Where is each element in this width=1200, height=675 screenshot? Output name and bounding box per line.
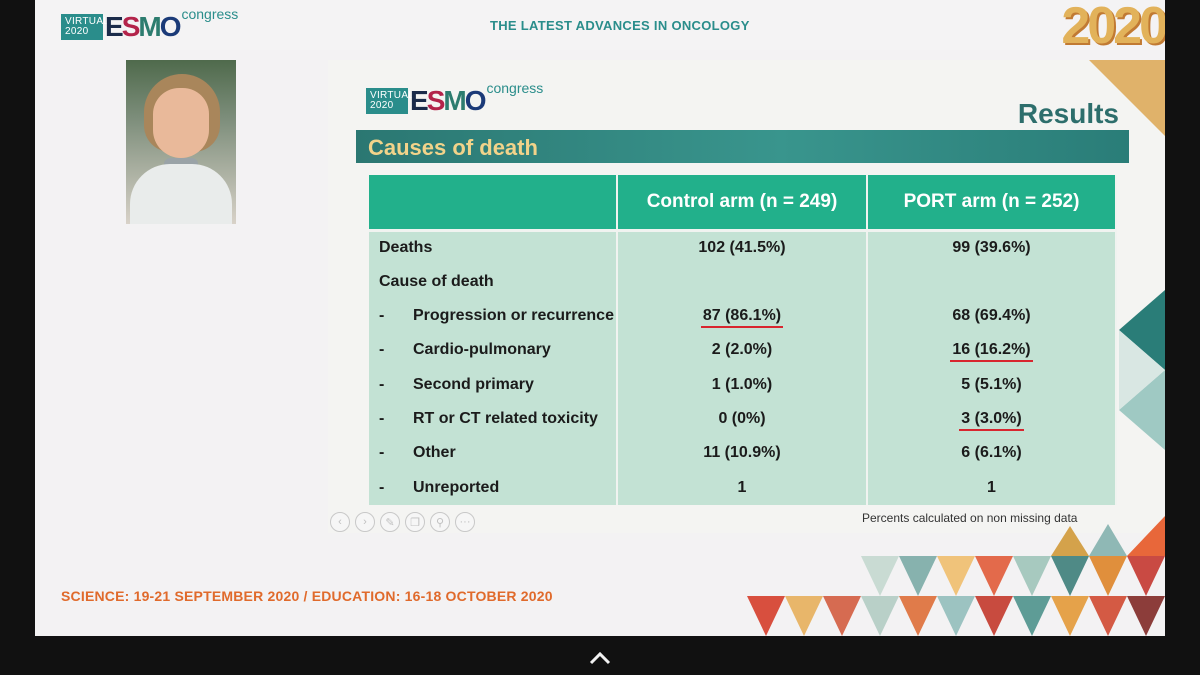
- row-dash: -: [379, 478, 385, 496]
- row-dash: -: [379, 306, 385, 324]
- more-icon[interactable]: ···: [455, 512, 475, 532]
- conference-stage: VIRTUAL 2020 ESMO congress THE LATEST AD…: [35, 0, 1165, 636]
- triangle-pattern-decoration: [747, 516, 1165, 636]
- next-icon[interactable]: ›: [355, 512, 375, 532]
- row-label-text: Progression or recurrence: [413, 306, 614, 324]
- port-cell: 99 (39.6%): [867, 230, 1117, 265]
- speaker-video: [126, 60, 236, 224]
- port-cell: 6 (6.1%): [867, 436, 1117, 471]
- conference-dates: SCIENCE: 19-21 SEPTEMBER 2020 / EDUCATIO…: [61, 588, 553, 604]
- chevron-up-icon[interactable]: [588, 650, 612, 666]
- causes-of-death-table: Control arm (n = 249) PORT arm (n = 252)…: [369, 175, 1117, 505]
- table-row: - RT or CT related toxicity 0 (0%) 3 (3.0…: [369, 401, 1117, 437]
- row-label: - Other: [369, 436, 618, 471]
- logo-brand: ESMO: [105, 11, 181, 42]
- table-header-row: Control arm (n = 249) PORT arm (n = 252): [369, 175, 1117, 232]
- port-cell: [867, 264, 1117, 299]
- slide-logo-brand: ESMO: [410, 85, 486, 116]
- table-row: - Second primary 1 (1.0%) 5 (5.1%): [369, 367, 1117, 402]
- speaker-coat: [130, 164, 232, 224]
- row-dash: -: [379, 444, 385, 462]
- year-badge: 2020: [1061, 0, 1165, 55]
- logo-congress-text: congress: [181, 6, 239, 22]
- slide-section-title: Results: [1017, 98, 1119, 129]
- table-row: - Progression or recurrence 87 (86.1%) 68…: [369, 298, 1117, 334]
- control-cell: 11 (10.9%): [617, 436, 868, 471]
- pen-icon[interactable]: ✎: [380, 512, 400, 532]
- right-edge-decoration: [1119, 290, 1165, 450]
- slide-esmo-logo: VIRTUAL 2020 ESMO congress: [366, 80, 543, 116]
- table-header-port: PORT arm (n = 252): [867, 175, 1117, 232]
- header-tagline: THE LATEST ADVANCES IN ONCOLOGY: [490, 18, 750, 33]
- esmo-logo: VIRTUAL 2020 ESMO congress: [61, 6, 238, 42]
- control-cell: 102 (41.5%): [617, 230, 868, 265]
- copy-icon[interactable]: ❐: [405, 512, 425, 532]
- slide-logo-virtual-text: VIRTUAL: [370, 90, 415, 101]
- logo-virtual-box: VIRTUAL 2020: [61, 14, 110, 40]
- row-dash: -: [379, 410, 385, 428]
- slide-toolbar: ‹ › ✎ ❐ ⚲ ···: [330, 512, 475, 532]
- corner-decoration: [1089, 60, 1165, 136]
- slide-footnote: Percents calculated on non missing data: [862, 511, 1078, 525]
- row-label-text: Other: [413, 444, 456, 462]
- slide-title: Causes of death: [368, 135, 538, 160]
- row-label-text: Cause of death: [379, 272, 494, 290]
- port-cell: 3 (3.0%): [867, 401, 1117, 437]
- underlined-value: 3 (3.0%): [959, 410, 1024, 432]
- row-label: - Progression or recurrence: [369, 298, 618, 334]
- prev-icon[interactable]: ‹: [330, 512, 350, 532]
- table-row: - Other 11 (10.9%) 6 (6.1%): [369, 436, 1117, 471]
- control-cell: 0 (0%): [617, 401, 868, 437]
- table-row: - Cardio-pulmonary 2 (2.0%) 16 (16.2%): [369, 333, 1117, 368]
- table-row: Deaths 102 (41.5%) 99 (39.6%): [369, 230, 1117, 265]
- table-row: Cause of death: [369, 264, 1117, 299]
- control-cell: 1: [617, 470, 868, 505]
- port-cell: 16 (16.2%): [867, 333, 1117, 368]
- row-label: - Second primary: [369, 367, 618, 402]
- slide-logo-congress-text: congress: [486, 80, 544, 96]
- row-label-text: RT or CT related toxicity: [413, 410, 598, 428]
- port-cell: 68 (69.4%): [867, 298, 1117, 334]
- slide-title-banner: Causes of death: [356, 130, 1129, 163]
- row-label-text: Deaths: [379, 238, 433, 256]
- row-label: - Unreported: [369, 470, 618, 505]
- port-cell: 5 (5.1%): [867, 367, 1117, 402]
- control-cell: 87 (86.1%): [617, 298, 868, 334]
- control-cell: [617, 264, 868, 299]
- row-label-text: Cardio-pulmonary: [413, 341, 551, 359]
- underlined-value: 16 (16.2%): [950, 341, 1033, 363]
- underlined-value: 87 (86.1%): [700, 306, 784, 328]
- presentation-slide: VIRTUAL 2020 ESMO congress Results Cause…: [328, 60, 1165, 533]
- slide-logo-virtual-box: VIRTUAL 2020: [366, 88, 415, 114]
- row-label-text: Unreported: [413, 478, 500, 496]
- row-label: - Cardio-pulmonary: [369, 333, 618, 368]
- control-cell: 2 (2.0%): [617, 333, 868, 368]
- table-row: - Unreported 1 1: [369, 470, 1117, 505]
- table-header-empty: [369, 175, 618, 232]
- control-cell: 1 (1.0%): [617, 367, 868, 402]
- row-dash: -: [379, 375, 385, 393]
- logo-virtual-text: VIRTUAL: [65, 16, 110, 27]
- row-dash: -: [379, 341, 385, 359]
- port-cell: 1: [867, 470, 1117, 505]
- conference-header: VIRTUAL 2020 ESMO congress THE LATEST AD…: [35, 0, 1165, 55]
- speaker-face: [153, 88, 209, 158]
- row-label: - RT or CT related toxicity: [369, 401, 618, 437]
- table-header-control: Control arm (n = 249): [617, 175, 868, 232]
- logo-year-text: 2020: [65, 26, 89, 37]
- slide-logo-year-text: 2020: [370, 100, 394, 111]
- row-label-text: Second primary: [413, 375, 534, 393]
- zoom-icon[interactable]: ⚲: [430, 512, 450, 532]
- row-label: Cause of death: [369, 264, 618, 299]
- row-label: Deaths: [369, 230, 618, 265]
